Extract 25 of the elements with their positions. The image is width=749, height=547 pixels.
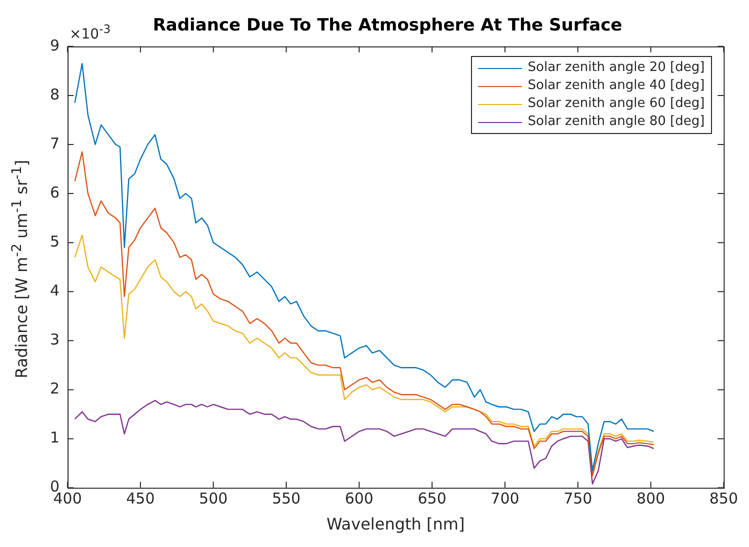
legend-label: Solar zenith angle 20 [deg]: [528, 59, 705, 78]
x-tick-label: 500: [199, 490, 228, 508]
x-tick-label: 800: [636, 490, 666, 508]
legend-label: Solar zenith angle 40 [deg]: [528, 77, 705, 96]
x-tick-label: 750: [564, 490, 592, 508]
x-tick-label: 550: [272, 490, 301, 508]
y-tick-label: 3: [50, 330, 60, 349]
chart-title: Radiance Due To The Atmosphere At The Surface: [152, 16, 622, 36]
text: ×10$^{-3}$: [70, 22, 111, 44]
y-tick-label: 2: [50, 380, 60, 398]
y-tick-label: 7: [50, 134, 60, 152]
y-tick-label: 1: [50, 428, 60, 447]
y-tick-label: 4: [50, 282, 60, 300]
x-axis-title: Wavelength [nm]: [326, 514, 465, 534]
x-tick-label: 650: [418, 490, 446, 508]
legend-label: Solar zenith angle 60 [deg]: [528, 95, 705, 114]
x-tick-label: 600: [344, 490, 374, 508]
y-tick-label: 5: [50, 232, 60, 250]
y-tick-label: 9: [50, 36, 60, 54]
x-tick-label: 450: [126, 490, 155, 508]
y-tick-label: 6: [50, 183, 60, 202]
y-tick-label: 8: [50, 85, 60, 104]
x-tick-label: 850: [709, 490, 738, 508]
x-tick-label: 700: [490, 490, 520, 508]
legend-label: Solar zenith angle 80 [deg]: [528, 113, 705, 132]
